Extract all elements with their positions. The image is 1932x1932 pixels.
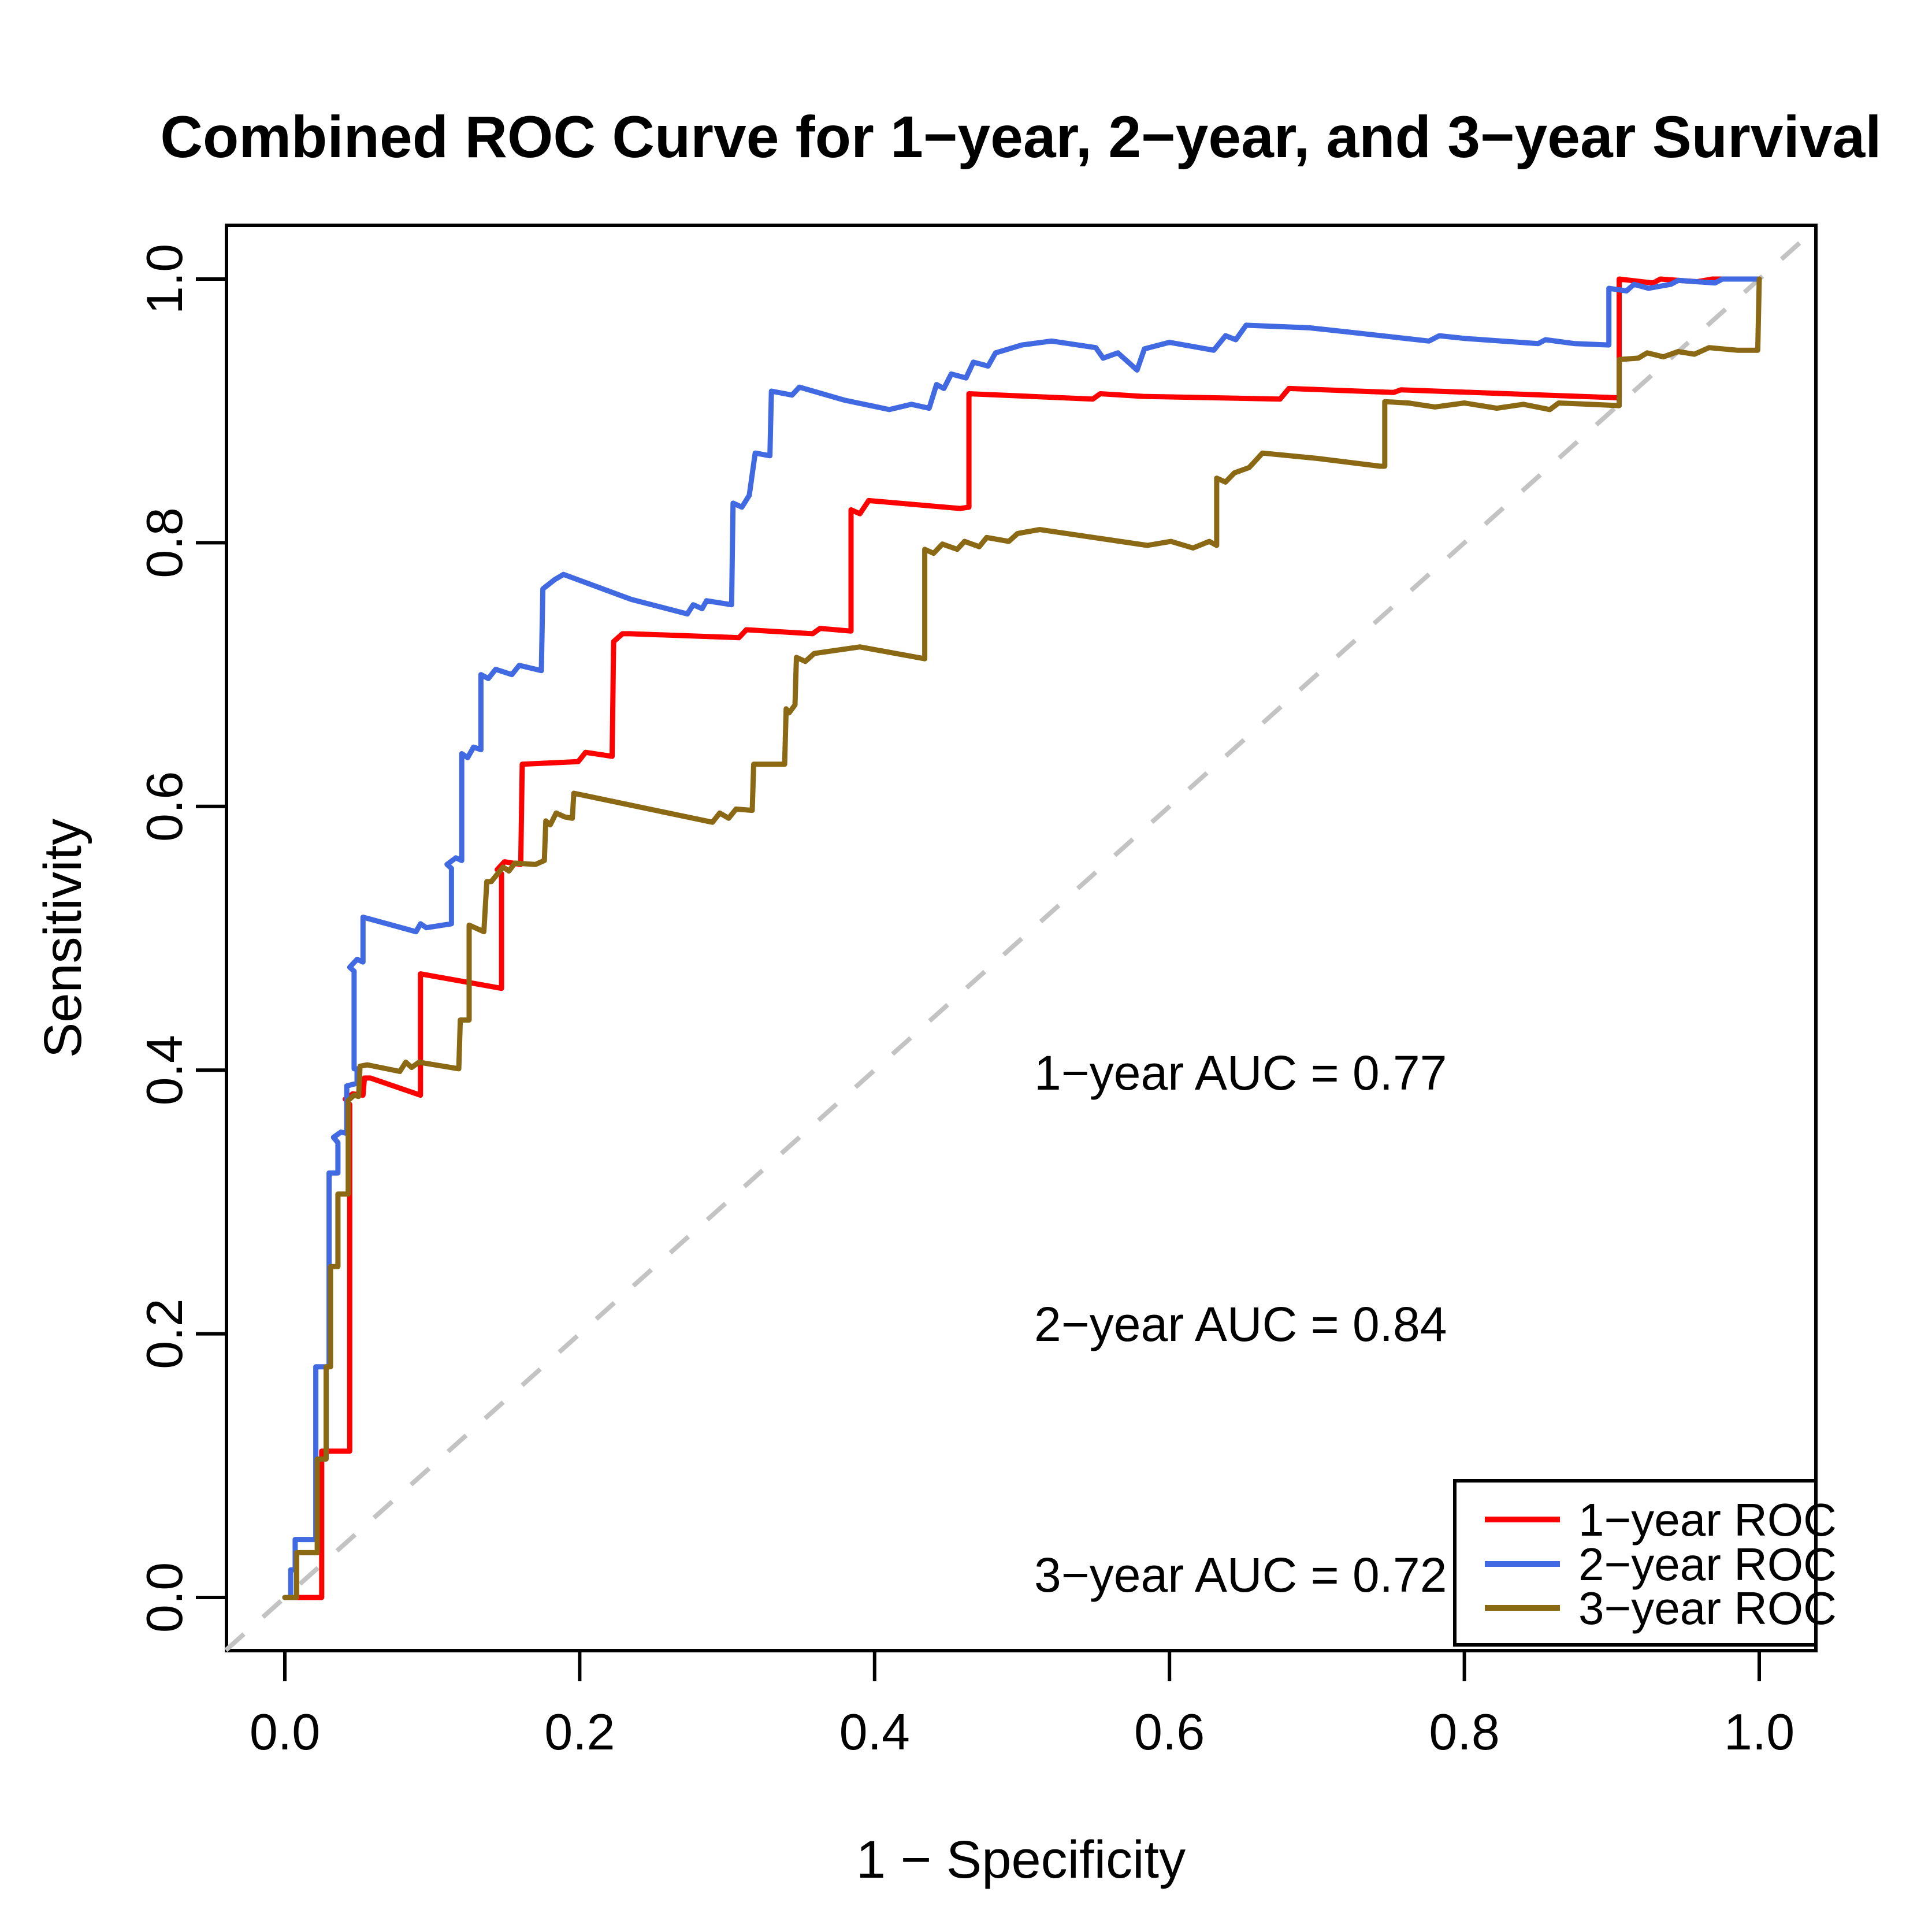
legend-item-2yr: 2−year ROC (1485, 1539, 1837, 1590)
plot-box (225, 224, 1818, 1652)
y-tick-label: 1.0 (136, 244, 193, 314)
roc-curve-2yr (282, 276, 1762, 1600)
roc-curve-3yr (282, 276, 1762, 1600)
y-tick-label: 0.8 (136, 507, 193, 578)
y-tick-label: 0.2 (136, 1298, 193, 1369)
legend-item-1yr: 1−year ROC (1485, 1494, 1837, 1545)
x-tick-label: 0.8 (1429, 1703, 1499, 1760)
roc-curves (282, 276, 1762, 1600)
legend-label-3yr-roc: 3−year ROC (1578, 1582, 1837, 1634)
y-axis-label: Sensitivity (34, 819, 92, 1058)
legend-label-1yr-roc: 1−year ROC (1578, 1494, 1837, 1545)
auc-annotation-2yr: 2−year AUC = 0.84 (1034, 1297, 1447, 1351)
x-tick-label: 0.2 (544, 1703, 615, 1760)
x-tick-label: 0.0 (250, 1703, 320, 1760)
y-axis-ticks: 0.0 0.2 0.4 0.6 0.8 1.0 (136, 244, 226, 1633)
y-tick-label: 0.0 (136, 1562, 193, 1633)
x-tick-label: 0.4 (839, 1703, 910, 1760)
x-axis-label: 1 − Specificity (856, 1830, 1186, 1889)
chart-title: Combined ROC Curve for 1−year, 2−year, a… (160, 104, 1881, 170)
legend-item-3yr: 3−year ROC (1485, 1582, 1837, 1634)
auc-annotation-1yr: 1−year AUC = 0.77 (1034, 1046, 1447, 1100)
x-tick-label: 0.6 (1134, 1703, 1205, 1760)
y-tick-label: 0.4 (136, 1035, 193, 1105)
auc-annotation-3yr: 3−year AUC = 0.72 (1034, 1548, 1447, 1602)
x-axis-ticks: 0.0 0.2 0.4 0.6 0.8 1.0 (250, 1651, 1794, 1760)
x-tick-label: 1.0 (1724, 1703, 1794, 1760)
diagonal-line (224, 224, 1820, 1652)
roc-curve-1yr (282, 276, 1762, 1600)
diagonal-reference-line (224, 224, 1820, 1652)
legend-label-2yr-roc: 2−year ROC (1578, 1539, 1837, 1590)
y-tick-label: 0.6 (136, 771, 193, 842)
legend: 1−year ROC 2−year ROC 3−year ROC (1453, 1479, 1837, 1647)
